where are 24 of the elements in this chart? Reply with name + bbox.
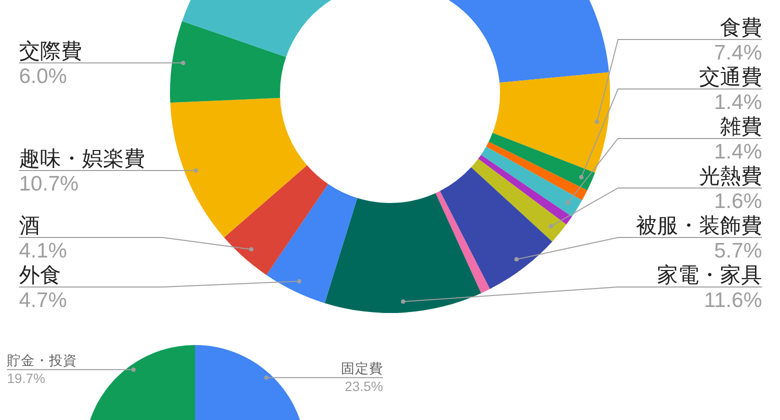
slice-label: 食費 bbox=[720, 16, 762, 40]
data-label: 23.5% bbox=[344, 379, 383, 394]
data-label: 11.6% bbox=[704, 289, 762, 312]
data-label: 5.7% bbox=[714, 240, 762, 262]
slice-label: 被服・装飾費 bbox=[636, 214, 762, 238]
data-label: 10.7% bbox=[19, 172, 79, 196]
slice-label: 家電・家具 bbox=[657, 264, 762, 287]
slice-label: 固定費 bbox=[341, 361, 383, 376]
data-label: 19.7% bbox=[7, 371, 46, 386]
data-label: 1.6% bbox=[714, 190, 762, 213]
slice-label: 雑費 bbox=[720, 116, 762, 138]
slice-label: 酒 bbox=[19, 214, 40, 238]
data-label: 6.0% bbox=[19, 64, 67, 88]
data-label: 4.7% bbox=[19, 289, 67, 312]
slice-label: 外食 bbox=[19, 264, 61, 287]
data-label: 1.4% bbox=[714, 91, 762, 114]
data-label: 1.4% bbox=[714, 140, 762, 164]
slice-label: 趣味・娯楽費 bbox=[19, 148, 145, 171]
data-label: 7.4% bbox=[714, 42, 762, 64]
slice-label: 交際費 bbox=[19, 40, 82, 63]
data-label: 4.1% bbox=[19, 240, 67, 262]
slice-label: 光熱費 bbox=[699, 165, 762, 188]
slice-label: 交通費 bbox=[699, 66, 762, 89]
slice-label: 貯金・投資 bbox=[7, 353, 77, 368]
